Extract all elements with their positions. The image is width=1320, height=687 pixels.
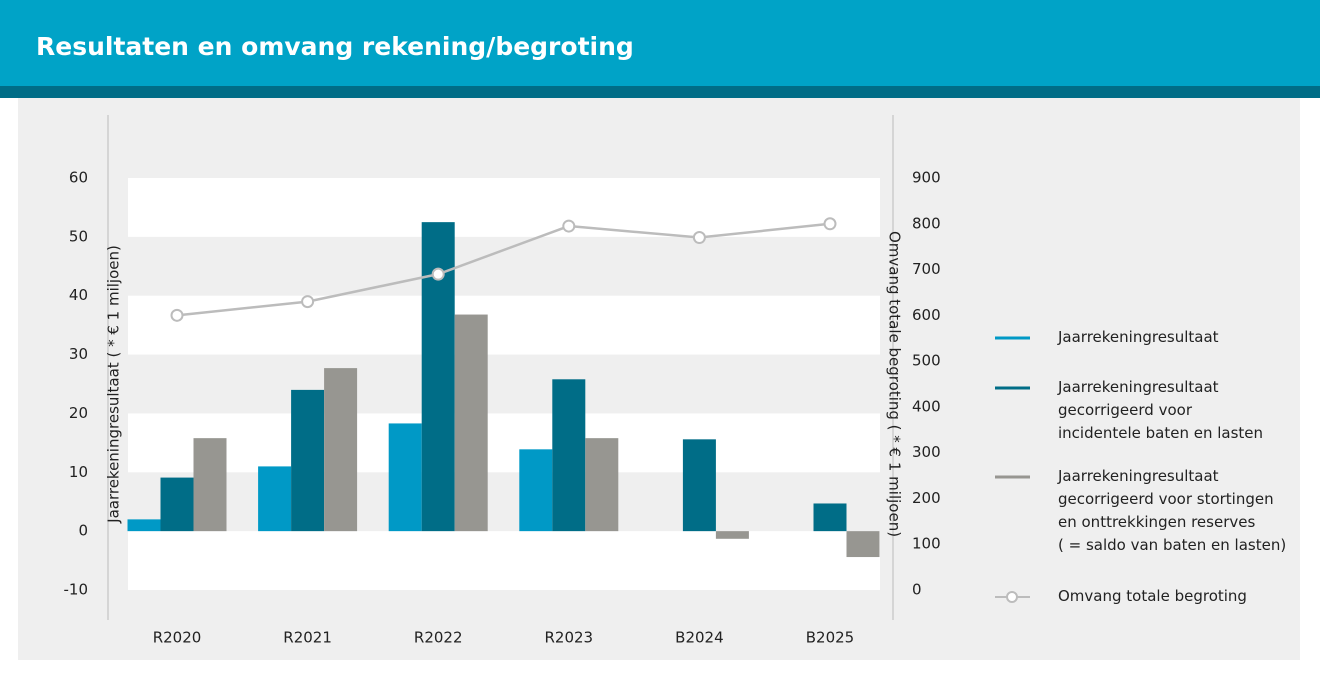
- x-tick-label: R2020: [153, 629, 202, 647]
- grid-band: [128, 413, 880, 473]
- grid-band: [128, 178, 880, 237]
- header-strip: [0, 86, 1320, 98]
- line-marker: [431, 267, 445, 281]
- y-tick-label: -10: [64, 581, 89, 599]
- bar: [291, 389, 325, 532]
- y-tick-label: 0: [78, 522, 88, 540]
- legend-label: Jaarrekeningresultaat gecorrigeerd voor …: [1058, 378, 1264, 442]
- x-tick-label: B2024: [675, 629, 723, 647]
- grid-band: [128, 531, 880, 590]
- y2-tick-label: 800: [912, 214, 941, 232]
- y2-tick-label: 0: [912, 581, 922, 599]
- x-tick-label: B2025: [806, 629, 854, 647]
- y2-tick-label: 200: [912, 489, 941, 507]
- y2-tick-label: 600: [912, 306, 941, 324]
- bar: [519, 449, 553, 532]
- y2-tick-label: 300: [912, 443, 941, 461]
- legend-label: Omvang totale begroting: [1058, 587, 1247, 605]
- line-marker: [170, 308, 184, 322]
- bar: [846, 531, 880, 558]
- grid-band: [128, 295, 880, 355]
- y-tick-label: 30: [69, 345, 88, 363]
- y-tick-label: 20: [69, 404, 88, 422]
- legend-swatch: [1006, 591, 1018, 603]
- bar: [552, 379, 586, 532]
- bar: [682, 439, 716, 532]
- legend-label: Jaarrekeningresultaat: [1058, 328, 1219, 346]
- y2-tick-label: 900: [912, 169, 941, 187]
- y-tick-label: 40: [69, 286, 88, 304]
- y2-tick-label: 400: [912, 397, 941, 415]
- line-marker: [301, 295, 315, 309]
- y2-tick-label: 100: [912, 535, 941, 553]
- header-band: [0, 0, 1320, 86]
- legend-label: Jaarrekeningresultaat gecorrigeerd voor …: [1058, 467, 1287, 554]
- x-tick-label: R2021: [283, 629, 332, 647]
- y-axis-title: Jaarrekeningresultaat ( * € 1 miljoen): [105, 245, 123, 524]
- bar: [258, 466, 292, 532]
- bar: [585, 438, 619, 532]
- x-tick-label: R2022: [414, 629, 463, 647]
- bar: [324, 368, 358, 532]
- y2-tick-label: 700: [912, 260, 941, 278]
- header-title: Resultaten en omvang rekening/begroting: [36, 32, 634, 61]
- y2-axis-title: Omvang totale begroting ( * € 1 miljoen): [886, 231, 904, 537]
- bar: [160, 477, 194, 532]
- y-tick-label: 60: [69, 169, 88, 187]
- bar: [715, 531, 749, 539]
- line-marker: [823, 217, 837, 231]
- bar: [388, 423, 422, 532]
- y-tick-label: 50: [69, 227, 88, 245]
- line-marker: [562, 219, 576, 233]
- bar: [127, 519, 161, 532]
- line: [176, 222, 831, 317]
- x-tick-label: R2023: [544, 629, 593, 647]
- y-tick-label: 10: [69, 463, 88, 481]
- bar: [193, 438, 227, 532]
- bar: [813, 503, 847, 532]
- y2-tick-label: 500: [912, 352, 941, 370]
- line-marker: [692, 231, 706, 245]
- bar: [454, 314, 488, 532]
